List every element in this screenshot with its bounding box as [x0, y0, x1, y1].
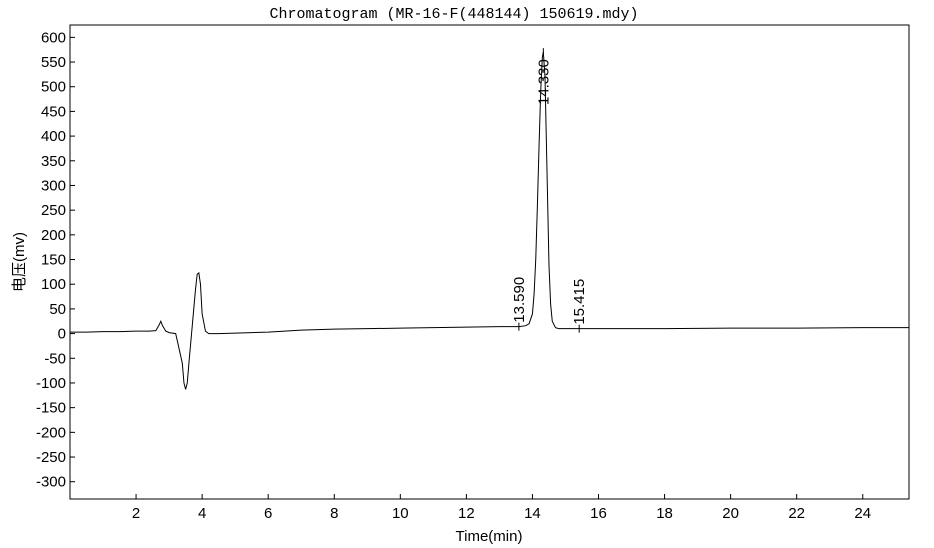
y-tick-label: 150 [41, 252, 66, 269]
x-tick-label: 16 [590, 505, 607, 522]
chart-title: Chromatogram (MR-16-F(448144) 150619.mdy… [269, 6, 638, 23]
x-tick-label: 6 [264, 505, 272, 522]
x-tick-label: 2 [132, 505, 140, 522]
y-tick-label: 100 [41, 276, 66, 293]
peak-label: 14.330 [535, 59, 552, 105]
x-tick-label: 20 [722, 505, 739, 522]
peak-labels: 13.590 14.330 15.415 [511, 48, 588, 333]
y-tick-label: 600 [41, 29, 66, 46]
y-tick-label: -150 [36, 400, 66, 417]
x-axis-title: Time(min) [456, 528, 523, 545]
plot-frame [69, 24, 910, 500]
y-tick-label: 200 [41, 227, 66, 244]
chromatogram-trace [70, 52, 909, 390]
x-tick-label: 12 [458, 505, 475, 522]
x-tick-label: 18 [656, 505, 673, 522]
y-tick-label: 450 [41, 103, 66, 120]
x-tick-label: 8 [330, 505, 338, 522]
y-axis-title: 电压(mv) [11, 232, 28, 292]
y-tick-label: 0 [58, 326, 66, 343]
y-tick-label: 250 [41, 202, 66, 219]
y-tick-label: 550 [41, 54, 66, 71]
x-tick-label: 14 [524, 505, 541, 522]
y-tick-label: 400 [41, 128, 66, 145]
y-tick-label: 50 [49, 301, 66, 318]
y-tick-label: -100 [36, 375, 66, 392]
y-axis: 600550500450400350300250200150100500-50-… [36, 29, 75, 491]
x-tick-label: 22 [788, 505, 805, 522]
x-tick-label: 24 [854, 505, 871, 522]
x-tick-label: 10 [392, 505, 409, 522]
y-tick-label: -200 [36, 424, 66, 441]
y-tick-label: 500 [41, 79, 66, 96]
y-tick-label: -50 [44, 350, 66, 367]
y-tick-label: 300 [41, 177, 66, 194]
y-tick-label: -300 [36, 474, 66, 491]
peak-label: 15.415 [571, 279, 588, 325]
x-axis: 2 4 6 8 10 12 14 16 18 20 22 24 [132, 494, 871, 522]
peak-label: 13.590 [511, 277, 528, 323]
y-tick-label: -250 [36, 449, 66, 466]
x-tick-label: 4 [198, 505, 206, 522]
y-tick-label: 350 [41, 153, 66, 170]
